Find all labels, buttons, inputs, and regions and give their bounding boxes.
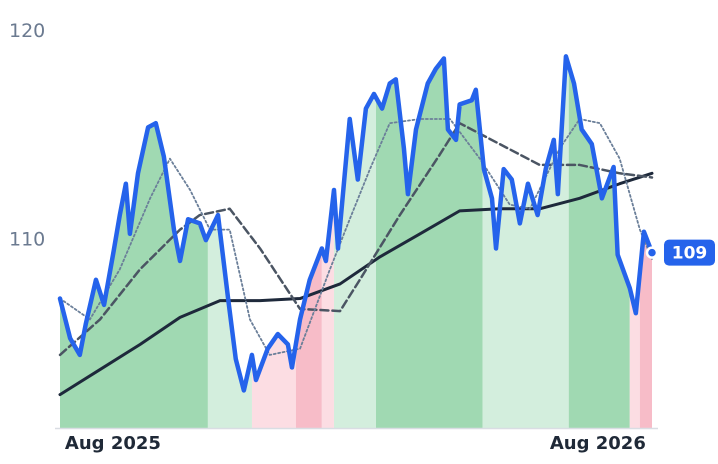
band	[251, 334, 296, 428]
value-label: 109	[672, 244, 708, 264]
band	[482, 56, 569, 428]
band	[568, 65, 630, 428]
x-tick-label: Aug 2025	[65, 433, 161, 454]
band	[321, 189, 334, 428]
series-line	[59, 118, 653, 356]
series-line	[58, 171, 654, 397]
value-badge	[664, 239, 715, 266]
y-tick-label: 120	[9, 20, 45, 42]
y-tick-label: 110	[9, 229, 45, 251]
last-point	[645, 246, 659, 259]
series-line	[57, 54, 655, 393]
band	[639, 231, 652, 428]
x-tick-label: Aug 2026	[550, 433, 646, 454]
